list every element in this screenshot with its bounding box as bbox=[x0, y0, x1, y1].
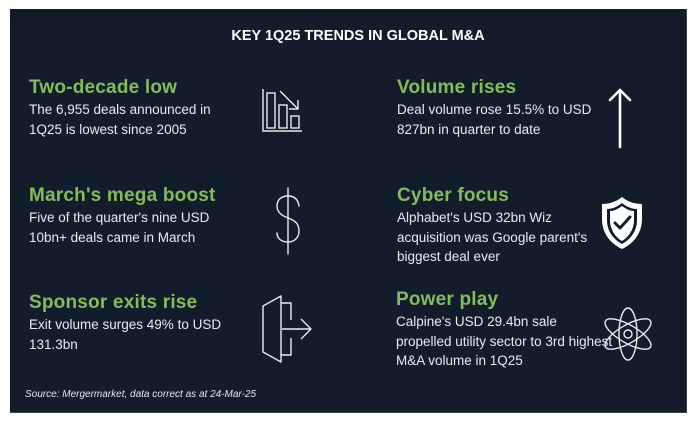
card-body: Exit volume surges 49% to USD 131.3bn bbox=[29, 317, 222, 352]
source-note: Source: Mergermarket, data correct as at… bbox=[25, 389, 257, 400]
card-heading: Volume rises bbox=[397, 77, 517, 98]
shield-check-icon bbox=[600, 195, 644, 251]
atom-icon bbox=[604, 305, 652, 363]
card-heading: Cyber focus bbox=[397, 185, 510, 206]
card-cyber-focus: Cyber focus Alphabet's USD 32bn Wiz acqu… bbox=[397, 185, 607, 267]
card-heading: Sponsor exits rise bbox=[29, 292, 198, 313]
card-body: Deal volume rose 15.5% to USD 827bn in q… bbox=[397, 102, 592, 137]
declining-bar-chart-icon bbox=[262, 87, 306, 135]
dollar-sign-icon bbox=[274, 187, 302, 255]
card-heading: Two-decade low bbox=[29, 77, 178, 98]
card-sponsor-exits-rise: Sponsor exits rise Exit volume surges 49… bbox=[29, 292, 239, 354]
card-heading: March's mega boost bbox=[29, 185, 216, 206]
exit-door-icon bbox=[262, 294, 314, 364]
card-volume-rises: Volume rises Deal volume rose 15.5% to U… bbox=[397, 77, 617, 139]
card-heading: Power play bbox=[396, 289, 499, 310]
card-marchs-mega-boost: March's mega boost Five of the quarter's… bbox=[29, 185, 229, 247]
infographic-title: KEY 1Q25 TRENDS IN GLOBAL M&A bbox=[231, 28, 485, 44]
card-power-play: Power play Calpine's USD 29.4bn sale pro… bbox=[396, 289, 616, 371]
card-two-decade-low: Two-decade low The 6,955 deals announced… bbox=[29, 77, 229, 139]
card-body: Calpine's USD 29.4bn sale propelled util… bbox=[396, 314, 613, 368]
card-body: The 6,955 deals announced in 1Q25 is low… bbox=[29, 102, 211, 137]
arrow-up-icon bbox=[607, 87, 633, 149]
card-body: Alphabet's USD 32bn Wiz acquisition was … bbox=[397, 210, 588, 264]
infographic-panel: KEY 1Q25 TRENDS IN GLOBAL M&A Two-decade… bbox=[10, 9, 687, 413]
card-body: Five of the quarter's nine USD 10bn+ dea… bbox=[29, 210, 210, 245]
